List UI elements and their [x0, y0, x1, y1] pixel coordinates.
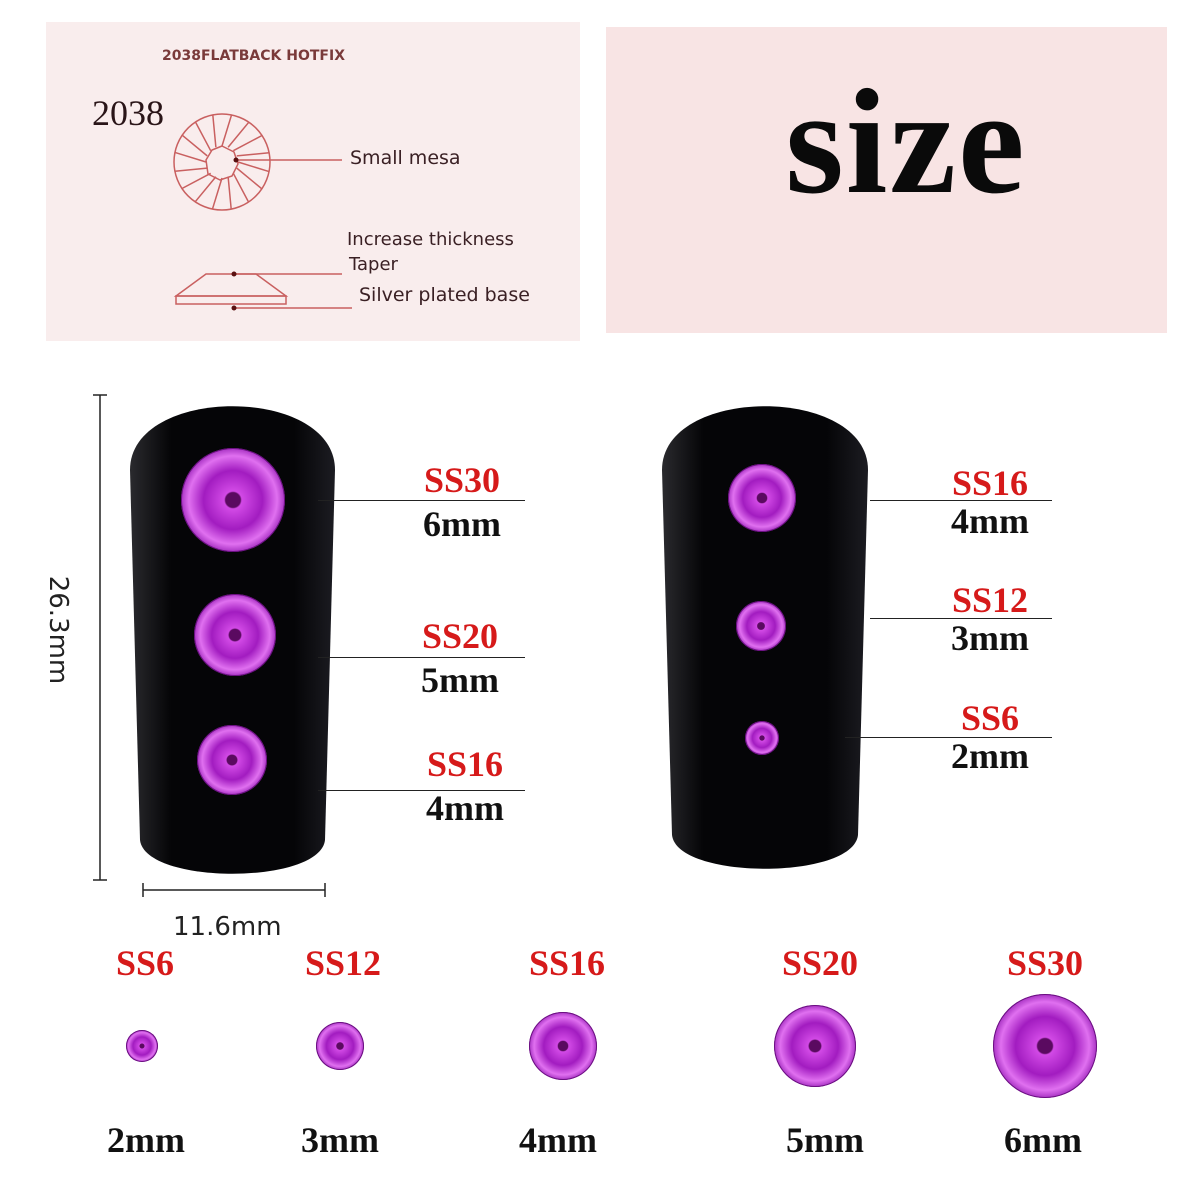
leader-line — [845, 737, 1052, 738]
label-small-mesa: Small mesa — [350, 147, 461, 169]
label-taper: Taper — [349, 254, 398, 275]
row-size-mm: 2mm — [107, 1120, 185, 1160]
leader-line — [318, 500, 525, 501]
leader-line — [318, 790, 525, 791]
row-size-code: SS6 — [115, 943, 175, 983]
nail-right-size-mm: 2mm — [951, 736, 1029, 776]
label-increase-thickness: Increase thickness — [347, 229, 514, 250]
row-size-code: SS16 — [528, 943, 606, 983]
nail-right-size-mm: 3mm — [951, 618, 1029, 658]
label-silver-base: Silver plated base — [359, 284, 530, 306]
title-panel: size — [606, 27, 1167, 333]
nail-right-size-mm: 4mm — [951, 501, 1029, 541]
size-title: size — [785, 59, 1027, 225]
row-size-code: SS20 — [781, 943, 859, 983]
nail-right-size-code: SS6 — [960, 698, 1020, 738]
row-size-code: SS30 — [1006, 943, 1084, 983]
rhinestone-diagram-panel: 2038FLATBACK HOTFIX 2038 Small mesa Incr… — [46, 22, 580, 341]
rhinestone-drawing — [173, 113, 352, 311]
nail-left-size-code: SS16 — [426, 744, 504, 784]
nail-left-size-mm: 6mm — [423, 504, 501, 544]
row-size-mm: 4mm — [519, 1120, 597, 1160]
rhinestone — [993, 994, 1097, 1098]
height-dimension: 26.3mm — [43, 575, 73, 685]
rhinestone — [194, 594, 276, 676]
rhinestone — [774, 1005, 856, 1087]
nail-left-size-code: SS20 — [421, 616, 499, 656]
nail-left-size-code: SS30 — [423, 460, 501, 500]
diagram-header: 2038FLATBACK HOTFIX — [162, 48, 345, 64]
nail-right-size-code: SS16 — [951, 463, 1029, 503]
rhinestone — [745, 721, 779, 755]
rhinestone — [126, 1030, 158, 1062]
rhinestone — [728, 464, 796, 532]
rhinestone — [316, 1022, 364, 1070]
row-size-mm: 3mm — [301, 1120, 379, 1160]
leader-line — [870, 618, 1052, 619]
nail-right-size-code: SS12 — [951, 580, 1029, 620]
rhinestone — [197, 725, 267, 795]
rhinestone — [181, 448, 285, 552]
row-size-code: SS12 — [304, 943, 382, 983]
rhinestone — [736, 601, 786, 651]
rhinestone — [529, 1012, 597, 1080]
leader-line — [870, 500, 1052, 501]
row-size-mm: 6mm — [1004, 1120, 1082, 1160]
row-size-mm: 5mm — [786, 1120, 864, 1160]
width-dimension: 11.6mm — [173, 912, 282, 942]
nail-left-size-mm: 4mm — [426, 788, 504, 828]
leader-line — [318, 657, 525, 658]
model-number: 2038 — [92, 93, 164, 133]
nail-left-size-mm: 5mm — [421, 660, 499, 700]
